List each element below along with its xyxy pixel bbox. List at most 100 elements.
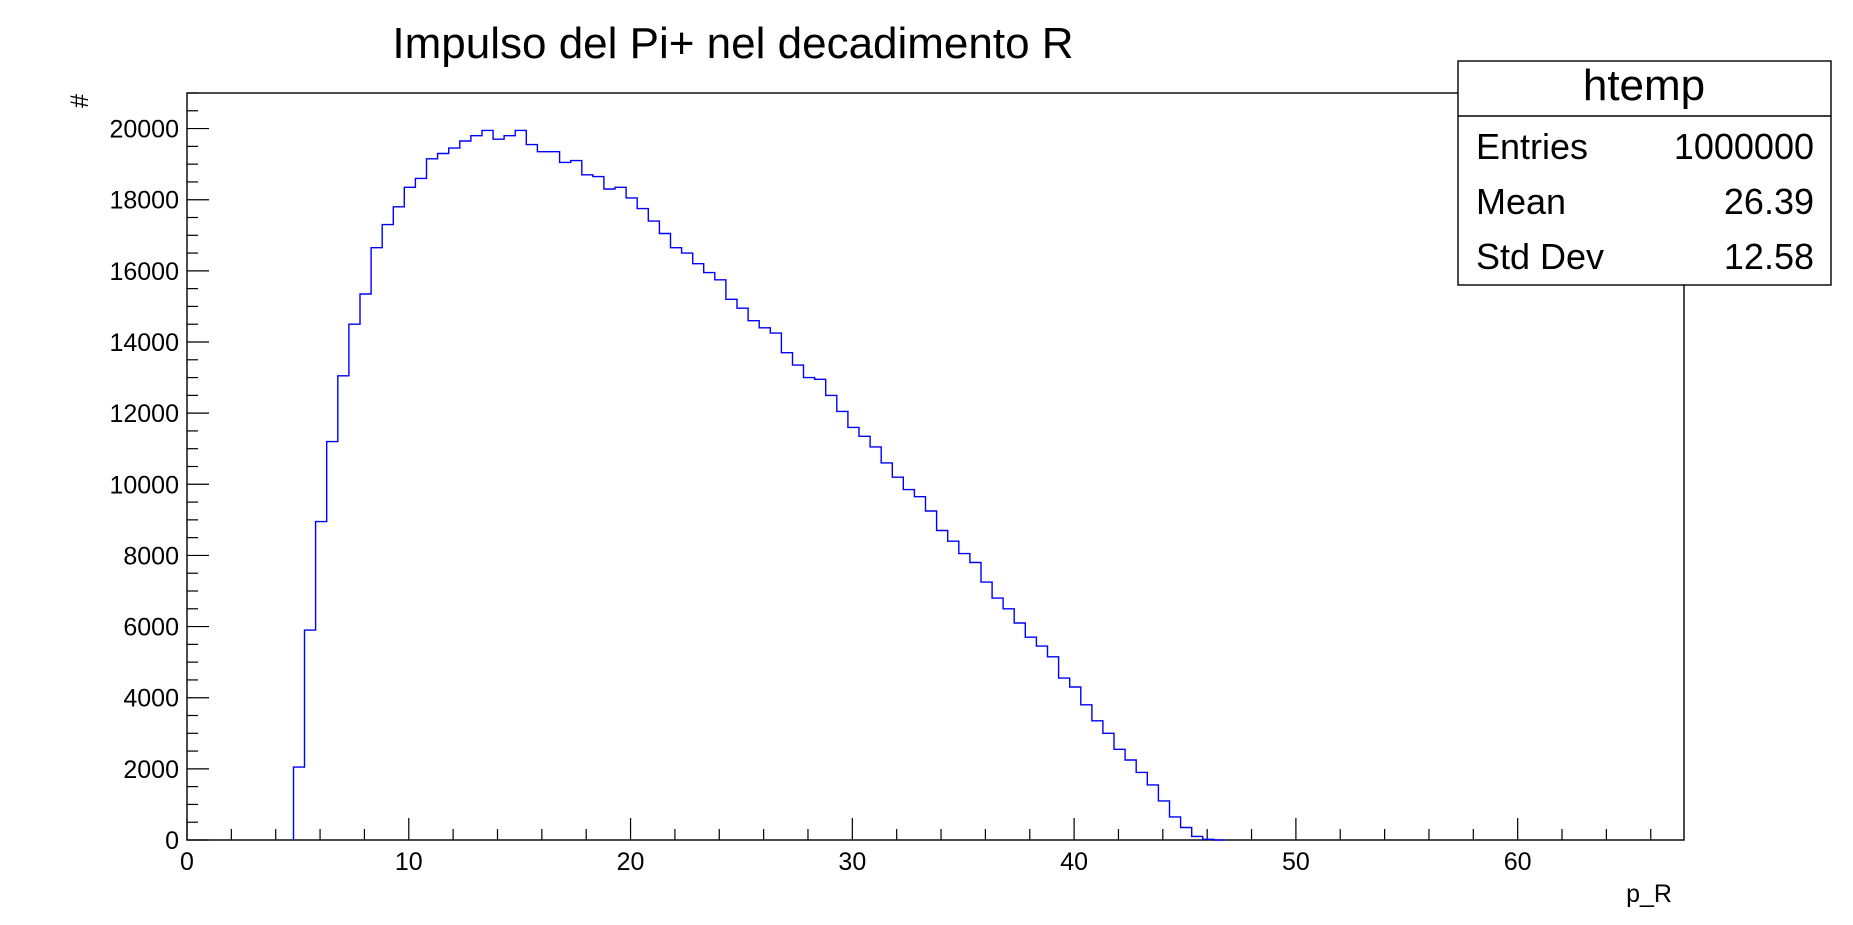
stats-mean-value: 26.39 bbox=[1724, 181, 1814, 222]
histogram-bin bbox=[504, 136, 515, 840]
x-tick-label: 0 bbox=[180, 848, 194, 876]
histogram-bin bbox=[371, 248, 382, 840]
histogram-bin bbox=[438, 153, 449, 840]
x-tick-label: 20 bbox=[617, 848, 645, 876]
histogram-bin bbox=[1192, 836, 1203, 840]
histogram-bin bbox=[415, 178, 426, 840]
histogram-bin bbox=[1070, 687, 1081, 840]
histogram-bin bbox=[316, 522, 327, 840]
histogram-bin bbox=[404, 187, 415, 840]
histogram-bin bbox=[393, 207, 404, 840]
histogram-bin bbox=[1169, 817, 1180, 840]
histogram-bin bbox=[682, 253, 693, 840]
y-tick-label: 18000 bbox=[109, 187, 179, 215]
histogram-bin bbox=[826, 395, 837, 840]
histogram-bin bbox=[1003, 609, 1014, 840]
histogram-bin bbox=[870, 447, 881, 840]
histogram-series bbox=[292, 129, 1225, 841]
histogram-bin bbox=[1092, 721, 1103, 840]
y-tick-label: 8000 bbox=[123, 542, 179, 570]
histogram-bin bbox=[737, 308, 748, 840]
y-tick-label: 0 bbox=[165, 827, 179, 855]
stats-mean-label: Mean bbox=[1476, 181, 1566, 222]
chart-title: Impulso del Pi+ nel decadimento R bbox=[392, 19, 1073, 68]
y-tick-label: 2000 bbox=[123, 756, 179, 784]
histogram-bin bbox=[1047, 657, 1058, 840]
histogram-bin bbox=[382, 225, 393, 840]
plot-area: 0 2000 4000 6000 8000 10000 12000 14000 16000 180… bbox=[109, 92, 1685, 876]
histogram-bin bbox=[881, 463, 892, 840]
histogram-bin bbox=[1114, 749, 1125, 840]
histogram-bin bbox=[981, 582, 992, 840]
y-tick-label: 16000 bbox=[109, 258, 179, 286]
y-axis-tick-labels: 0 2000 4000 6000 8000 10000 12000 14000 16000 180… bbox=[109, 116, 179, 855]
y-axis-title: # bbox=[66, 94, 94, 108]
histogram-bin bbox=[859, 436, 870, 840]
histogram-bin bbox=[493, 139, 504, 840]
histogram-bin bbox=[427, 159, 438, 840]
histogram-bin bbox=[1014, 623, 1025, 840]
x-tick-label: 40 bbox=[1060, 848, 1088, 876]
histogram-bin bbox=[637, 209, 648, 840]
histogram-bin bbox=[327, 442, 338, 840]
y-tick-label: 6000 bbox=[123, 614, 179, 642]
histogram-bin bbox=[349, 324, 360, 840]
histogram-bin bbox=[537, 152, 548, 840]
histogram-bin bbox=[515, 130, 526, 840]
histogram-bin bbox=[914, 497, 925, 840]
histogram-bin bbox=[460, 141, 471, 840]
histogram-bin bbox=[293, 767, 304, 840]
histogram-bin bbox=[1036, 646, 1047, 840]
histogram-bin bbox=[715, 280, 726, 840]
histogram-bin bbox=[992, 598, 1003, 840]
histogram-bin bbox=[1081, 705, 1092, 840]
histogram-bin bbox=[1147, 785, 1158, 840]
histogram-bin bbox=[804, 378, 815, 840]
histogram-bin bbox=[1103, 733, 1114, 840]
histogram-bin bbox=[604, 189, 615, 840]
histogram-bin bbox=[659, 234, 670, 840]
histogram-bin bbox=[1025, 637, 1036, 840]
histogram-bin bbox=[305, 630, 316, 840]
histogram-bin bbox=[582, 175, 593, 840]
y-tick-label: 12000 bbox=[109, 400, 179, 428]
histogram-bin bbox=[848, 427, 859, 840]
histogram-bin bbox=[903, 490, 914, 840]
histogram-bin bbox=[926, 511, 937, 840]
histogram-bin bbox=[526, 145, 537, 840]
histogram-bin bbox=[449, 148, 460, 840]
stats-stddev-value: 12.58 bbox=[1724, 236, 1814, 277]
histogram-bin bbox=[959, 554, 970, 840]
stats-box-title: htemp bbox=[1583, 61, 1705, 110]
histogram-bin bbox=[704, 273, 715, 840]
x-axis-tick-labels: 0 10 20 30 40 50 60 bbox=[180, 848, 1532, 876]
y-tick-label: 10000 bbox=[109, 471, 179, 499]
histogram-bin bbox=[670, 248, 681, 840]
histogram-bin bbox=[748, 321, 759, 840]
x-tick-label: 50 bbox=[1282, 848, 1310, 876]
x-axis-ticks bbox=[186, 818, 1652, 840]
x-tick-label: 30 bbox=[838, 848, 866, 876]
y-tick-label: 4000 bbox=[123, 685, 179, 713]
histogram-bin bbox=[338, 376, 349, 840]
histogram-bin bbox=[615, 187, 626, 840]
histogram-bin bbox=[937, 531, 948, 840]
histogram-bin bbox=[770, 333, 781, 840]
histogram-bin bbox=[1125, 760, 1136, 840]
histogram-bin bbox=[1158, 801, 1169, 840]
histogram-bin bbox=[626, 198, 637, 840]
histogram-bin bbox=[1181, 828, 1192, 840]
y-tick-label: 14000 bbox=[109, 329, 179, 357]
stats-stddev-label: Std Dev bbox=[1476, 236, 1604, 277]
x-tick-label: 10 bbox=[395, 848, 423, 876]
histogram-bin bbox=[593, 177, 604, 840]
histogram-bin bbox=[360, 294, 371, 840]
stats-entries-label: Entries bbox=[1476, 126, 1588, 167]
histogram-bin bbox=[693, 264, 704, 840]
histogram-bin bbox=[1136, 772, 1147, 840]
histogram-bin bbox=[781, 353, 792, 840]
x-axis-title: p_R bbox=[1626, 880, 1672, 908]
histogram-bin bbox=[815, 379, 826, 840]
stats-entries-value: 1000000 bbox=[1674, 126, 1814, 167]
